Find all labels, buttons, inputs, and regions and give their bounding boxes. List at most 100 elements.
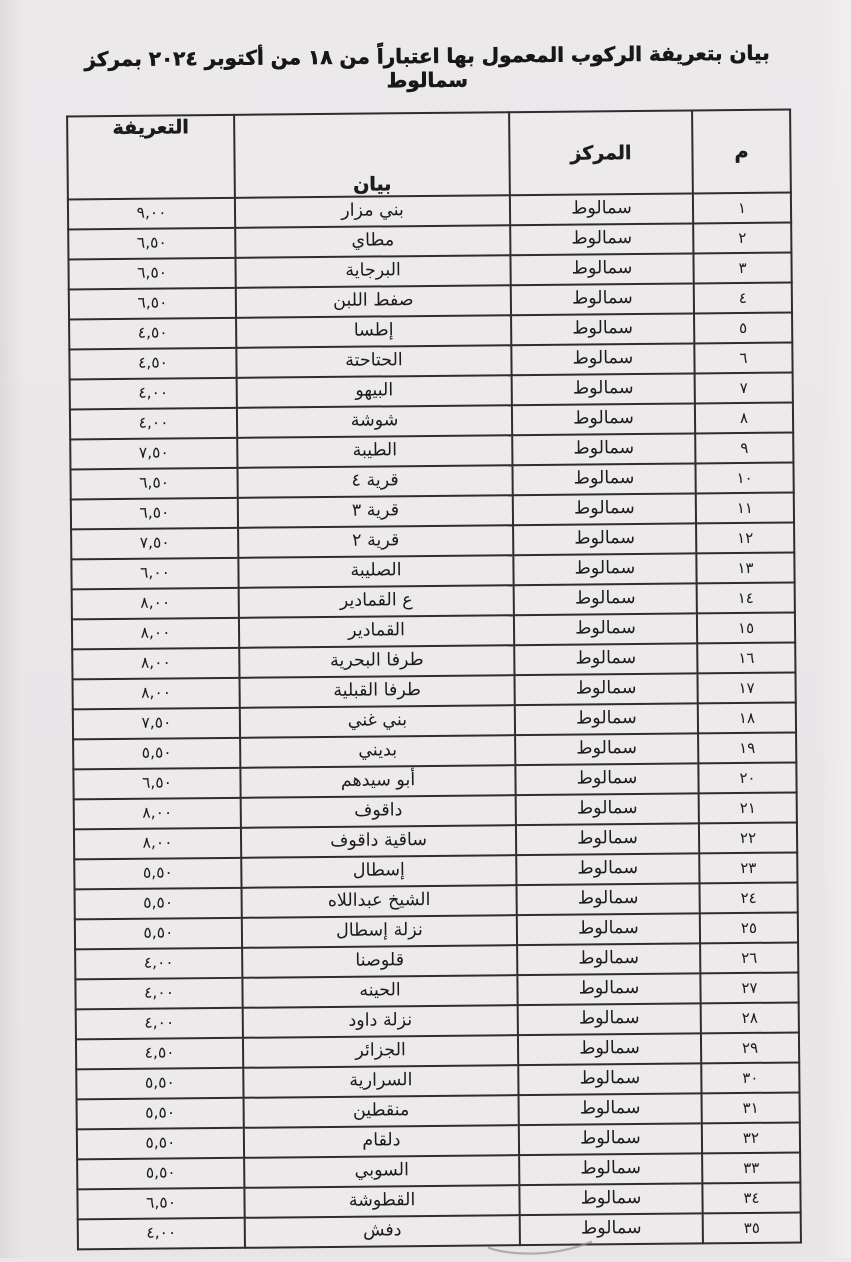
center-cell: سمالوط bbox=[513, 523, 697, 556]
row-number-cell: ١٣ bbox=[696, 552, 795, 584]
row-number-cell: ٢ bbox=[693, 222, 792, 254]
row-number-cell: ٨ bbox=[694, 402, 794, 434]
tariff-cell: ٧,٥٠ bbox=[70, 437, 238, 470]
table-header-row: م المركز بيان التعريفة bbox=[67, 109, 791, 200]
description-cell: إطسا bbox=[236, 315, 512, 348]
tariff-cell: ٦,٥٠ bbox=[68, 257, 236, 290]
column-header-num: م bbox=[692, 109, 791, 194]
row-number-cell: ٢٧ bbox=[700, 972, 799, 1004]
row-number-cell: ٢٩ bbox=[700, 1032, 800, 1064]
center-cell: سمالوط bbox=[518, 1093, 702, 1126]
tariff-cell: ٥,٥٠ bbox=[76, 1127, 245, 1160]
fare-table: م المركز بيان التعريفة ١ سمالوط بني مزار ٩,… bbox=[66, 108, 802, 1251]
column-header-tariff: التعريفة bbox=[67, 114, 235, 200]
center-cell: سمالوط bbox=[515, 733, 699, 766]
tariff-cell: ٨,٠٠ bbox=[71, 617, 240, 650]
tariff-cell: ٨,٠٠ bbox=[72, 677, 240, 710]
description-cell: الجزائر bbox=[242, 1035, 519, 1068]
center-cell: سمالوط bbox=[514, 703, 699, 736]
description-cell: ع القمادير bbox=[238, 585, 514, 618]
center-cell: سمالوط bbox=[511, 343, 695, 376]
description-cell: الحينه bbox=[242, 975, 518, 1008]
row-number-cell: ١٢ bbox=[696, 522, 795, 554]
description-cell: بديني bbox=[240, 735, 516, 768]
center-cell: سمالوط bbox=[513, 613, 698, 646]
center-cell: سمالوط bbox=[513, 583, 697, 616]
description-cell: صفط اللبن bbox=[235, 285, 512, 318]
center-cell: سمالوط bbox=[515, 793, 699, 826]
row-number-cell: ١١ bbox=[695, 492, 795, 524]
description-cell: الحتاحتة bbox=[236, 345, 512, 378]
center-cell: سمالوط bbox=[515, 763, 699, 796]
tariff-cell: ٦,٥٠ bbox=[70, 497, 239, 530]
center-cell: سمالوط bbox=[512, 463, 696, 496]
center-cell: سمالوط bbox=[519, 1153, 703, 1186]
center-cell: سمالوط bbox=[517, 973, 701, 1006]
row-number-cell: ٢٠ bbox=[698, 762, 797, 794]
description-cell: مطاي bbox=[235, 225, 511, 258]
row-number-cell: ٣ bbox=[693, 252, 792, 284]
tariff-cell: ٤,٠٠ bbox=[75, 977, 243, 1010]
row-number-cell: ١٠ bbox=[695, 462, 794, 494]
center-cell: سمالوط bbox=[509, 193, 694, 226]
row-number-cell: ١٥ bbox=[696, 612, 796, 644]
center-cell: سمالوط bbox=[518, 1123, 703, 1156]
table-row: ٣٥ سمالوط دفش ٤,٠٠ bbox=[77, 1212, 801, 1250]
tariff-cell: ٤,٠٠ bbox=[75, 1007, 243, 1040]
row-number-cell: ٢٨ bbox=[700, 1002, 799, 1034]
row-number-cell: ١ bbox=[692, 192, 792, 224]
center-cell: سمالوط bbox=[511, 373, 695, 406]
center-cell: سمالوط bbox=[517, 943, 701, 976]
tariff-cell: ٨,٠٠ bbox=[72, 647, 240, 680]
row-number-cell: ٣٢ bbox=[701, 1122, 801, 1154]
row-number-cell: ٢٦ bbox=[700, 942, 799, 974]
row-number-cell: ٣٣ bbox=[702, 1152, 801, 1184]
center-cell: سمالوط bbox=[514, 643, 698, 676]
row-number-cell: ٢٢ bbox=[698, 822, 798, 854]
tariff-cell: ٤,٥٠ bbox=[75, 1037, 244, 1070]
row-number-cell: ٥ bbox=[694, 312, 793, 344]
tariff-cell: ٧,٥٠ bbox=[72, 707, 241, 740]
center-cell: سمالوط bbox=[517, 1003, 701, 1036]
center-cell: سمالوط bbox=[516, 913, 701, 946]
tariff-cell: ٤,٠٠ bbox=[69, 407, 238, 440]
center-cell: سمالوط bbox=[519, 1183, 703, 1216]
row-number-cell: ٣٠ bbox=[701, 1062, 800, 1094]
center-cell: سمالوط bbox=[510, 223, 694, 256]
center-cell: سمالوط bbox=[515, 823, 700, 856]
row-number-cell: ٢٤ bbox=[699, 882, 798, 914]
description-cell: بني غني bbox=[239, 705, 516, 738]
description-cell: قرية ٢ bbox=[238, 525, 514, 558]
row-number-cell: ٩ bbox=[695, 432, 794, 464]
tariff-cell: ٦,٥٠ bbox=[73, 767, 241, 800]
center-cell: سمالوط bbox=[516, 883, 700, 916]
description-cell: ساقية داقوف bbox=[240, 825, 517, 858]
description-cell: القمادير bbox=[238, 615, 515, 648]
description-cell: دفش bbox=[244, 1215, 520, 1248]
row-number-cell: ٧ bbox=[694, 372, 793, 404]
tariff-cell: ٥,٥٠ bbox=[76, 1097, 244, 1130]
description-cell: طرفا القبلية bbox=[239, 675, 515, 708]
tariff-cell: ٩,٠٠ bbox=[67, 197, 236, 230]
description-cell: أبو سيدهم bbox=[240, 765, 516, 798]
page-title: بيان بتعريفة الركوب المعمول بها اعتباراً… bbox=[84, 40, 770, 93]
description-cell: قرية ٤ bbox=[237, 465, 513, 498]
description-cell: طرفا البحرية bbox=[239, 645, 515, 678]
description-cell: نزلة داود bbox=[242, 1005, 518, 1038]
tariff-cell: ٨,٠٠ bbox=[73, 827, 242, 860]
row-number-cell: ٣١ bbox=[701, 1092, 800, 1124]
description-cell: الصليبة bbox=[238, 555, 514, 588]
center-cell: سمالوط bbox=[519, 1213, 703, 1246]
row-number-cell: ٢٣ bbox=[699, 852, 798, 884]
row-number-cell: ٣٤ bbox=[702, 1182, 801, 1214]
center-cell: سمالوط bbox=[513, 553, 697, 586]
description-cell: الشيخ عبداللاه bbox=[241, 885, 517, 918]
tariff-cell: ٦,٥٠ bbox=[68, 227, 236, 260]
center-cell: سمالوط bbox=[512, 493, 697, 526]
description-cell: بني مزار bbox=[234, 195, 511, 228]
tariff-cell: ٤,٠٠ bbox=[77, 1217, 245, 1250]
description-cell: قرية ٣ bbox=[237, 495, 514, 528]
tariff-cell: ٥,٥٠ bbox=[73, 737, 241, 770]
description-cell: البيهو bbox=[236, 375, 512, 408]
